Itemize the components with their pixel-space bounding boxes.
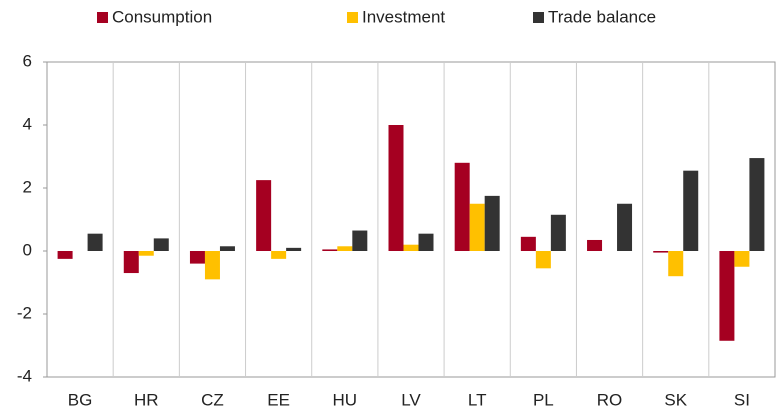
- bar: [550, 214, 566, 251]
- bar: [219, 246, 235, 251]
- bar: [337, 246, 353, 251]
- y-tick-label: 2: [23, 177, 32, 196]
- legend-swatch: [97, 12, 108, 23]
- bar: [271, 251, 287, 259]
- x-tick-label: RO: [597, 390, 623, 409]
- bar: [454, 162, 470, 251]
- bar: [388, 125, 404, 251]
- x-tick-label: PL: [533, 390, 554, 409]
- bar: [352, 230, 368, 251]
- bar: [653, 251, 669, 253]
- bar: [138, 251, 154, 256]
- legend-label: Consumption: [112, 7, 212, 26]
- x-tick-label: SK: [664, 390, 687, 409]
- y-tick-label: -4: [17, 366, 32, 385]
- y-tick-label: -2: [17, 303, 32, 322]
- bar: [617, 203, 633, 251]
- bar: [153, 238, 169, 251]
- bar: [535, 251, 551, 269]
- bar: [587, 239, 603, 251]
- bar: [749, 158, 765, 251]
- bar: [123, 251, 139, 274]
- bar: [520, 236, 536, 251]
- bar: [189, 251, 205, 264]
- bar: [87, 233, 103, 251]
- bar: [484, 195, 500, 251]
- bar: [683, 170, 699, 251]
- legend-swatch: [347, 12, 358, 23]
- bar: [734, 251, 750, 267]
- x-tick-label: CZ: [201, 390, 224, 409]
- bar: [403, 244, 419, 251]
- y-tick-label: 4: [23, 114, 32, 133]
- x-tick-label: LV: [401, 390, 421, 409]
- x-tick-label: HU: [333, 390, 358, 409]
- legend-label: Trade balance: [548, 7, 656, 26]
- bar: [668, 251, 684, 277]
- bar: [204, 251, 220, 280]
- x-tick-label: SI: [734, 390, 750, 409]
- bar: [719, 251, 735, 341]
- legend-swatch: [533, 12, 544, 23]
- bar: [322, 249, 338, 251]
- bar: [57, 251, 73, 259]
- x-tick-label: BG: [68, 390, 93, 409]
- legend-label: Investment: [362, 7, 445, 26]
- bar: [256, 180, 272, 251]
- plot-frame: [46, 61, 776, 378]
- bar: [418, 233, 434, 251]
- y-tick-label: 6: [23, 51, 32, 70]
- y-tick-label: 0: [23, 240, 32, 259]
- x-tick-label: LT: [468, 390, 487, 409]
- x-tick-label: HR: [134, 390, 159, 409]
- x-tick-label: EE: [267, 390, 290, 409]
- bar: [469, 203, 485, 251]
- bar: [286, 247, 302, 251]
